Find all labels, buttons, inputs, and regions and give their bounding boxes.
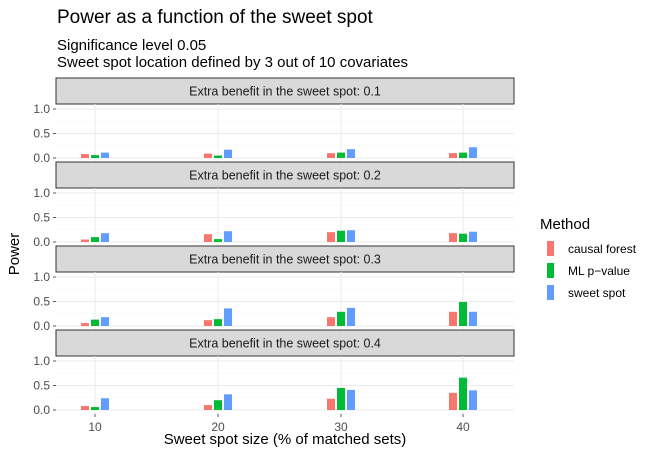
bar-ml-p-value-30 — [337, 387, 345, 410]
bar-causal-forest-30 — [327, 317, 335, 326]
y-tick-label: 0.0 — [33, 403, 50, 417]
y-tick-label: 1.0 — [33, 102, 50, 116]
facet-strip-label-3: Extra benefit in the sweet spot: 0.3 — [189, 253, 381, 267]
bar-causal-forest-10 — [81, 406, 89, 410]
x-axis-title: Sweet spot size (% of matched sets) — [164, 431, 407, 448]
y-tick-label: 0.5 — [33, 211, 50, 225]
bar-causal-forest-20 — [204, 153, 212, 158]
bar-sweet-spot-20 — [224, 394, 232, 410]
bar-sweet-spot-10 — [101, 317, 109, 326]
legend-key-1 — [547, 241, 554, 256]
facet-strip-3 — [55, 245, 515, 273]
bar-causal-forest-30 — [327, 232, 335, 242]
bar-sweet-spot-30 — [347, 149, 355, 158]
bar-causal-forest-10 — [81, 239, 89, 242]
bar-sweet-spot-30 — [347, 230, 355, 242]
facet-strip-label-4: Extra benefit in the sweet spot: 0.4 — [189, 337, 381, 351]
bar-sweet-spot-10 — [101, 233, 109, 242]
bar-ml-p-value-20 — [214, 155, 222, 158]
y-tick-label: 1.0 — [33, 270, 50, 284]
facet-panel-1: Extra benefit in the sweet spot: 0.1 0.0 0… — [33, 77, 515, 165]
y-tick-label: 0.5 — [33, 295, 50, 309]
y-axis-title: Power — [6, 233, 23, 276]
bar-causal-forest-20 — [204, 320, 212, 326]
legend-label-3: sweet spot — [568, 286, 626, 300]
facet-strip-label-1: Extra benefit in the sweet spot: 0.1 — [189, 85, 381, 99]
bar-ml-p-value-30 — [337, 230, 345, 242]
bar-sweet-spot-40 — [469, 311, 477, 326]
bar-ml-p-value-30 — [337, 152, 345, 158]
chart-subtitle-line-1: Significance level 0.05 — [57, 37, 206, 54]
bar-sweet-spot-20 — [224, 231, 232, 242]
facet-panel-4: Extra benefit in the sweet spot: 0.4 0.0 0… — [33, 329, 515, 417]
facet-strip-1 — [55, 77, 515, 105]
x-tick-label: 30 — [334, 420, 348, 434]
bar-causal-forest-40 — [449, 392, 457, 410]
bar-ml-p-value-10 — [91, 319, 99, 326]
bar-sweet-spot-30 — [347, 389, 355, 410]
bar-ml-p-value-40 — [459, 233, 467, 242]
bar-sweet-spot-10 — [101, 152, 109, 158]
y-tick-label: 1.0 — [33, 186, 50, 200]
x-tick-label: 40 — [456, 420, 470, 434]
bar-causal-forest-30 — [327, 398, 335, 410]
bar-causal-forest-40 — [449, 153, 457, 158]
bar-ml-p-value-20 — [214, 319, 222, 326]
bar-ml-p-value-40 — [459, 152, 467, 158]
x-tick-label: 10 — [88, 420, 102, 434]
chart-subtitle-line-2: Sweet spot location defined by 3 out of … — [57, 54, 408, 71]
bar-causal-forest-20 — [204, 405, 212, 410]
x-tick-label: 20 — [211, 420, 225, 434]
legend-label-1: causal forest — [568, 242, 637, 256]
bar-causal-forest-10 — [81, 154, 89, 158]
facet-panel-3: Extra benefit in the sweet spot: 0.3 0.0 0… — [33, 245, 515, 333]
bar-causal-forest-20 — [204, 234, 212, 242]
legend: Method causal forest ML p−value sweet spot — [540, 216, 637, 300]
chart-title: Power as a function of the sweet spot — [57, 7, 374, 28]
legend-title: Method — [540, 216, 590, 233]
legend-key-2 — [547, 263, 554, 278]
bar-sweet-spot-20 — [224, 149, 232, 158]
y-tick-label: 0.0 — [33, 151, 50, 165]
bar-ml-p-value-20 — [214, 239, 222, 242]
bar-sweet-spot-40 — [469, 231, 477, 242]
y-tick-label: 0.5 — [33, 379, 50, 393]
legend-label-2: ML p−value — [568, 264, 630, 278]
bar-sweet-spot-30 — [347, 307, 355, 326]
bar-ml-p-value-10 — [91, 407, 99, 410]
bar-causal-forest-40 — [449, 233, 457, 242]
bar-sweet-spot-20 — [224, 308, 232, 326]
bar-sweet-spot-10 — [101, 398, 109, 410]
facet-panels: Extra benefit in the sweet spot: 0.1 0.0 0… — [33, 77, 515, 417]
facet-strip-label-2: Extra benefit in the sweet spot: 0.2 — [189, 169, 381, 183]
bar-sweet-spot-40 — [469, 147, 477, 158]
bar-causal-forest-30 — [327, 153, 335, 158]
bar-ml-p-value-10 — [91, 237, 99, 242]
bar-ml-p-value-20 — [214, 400, 222, 410]
bar-causal-forest-40 — [449, 311, 457, 326]
bar-sweet-spot-40 — [469, 390, 477, 410]
facet-strip-4 — [55, 329, 515, 357]
facet-panel-2: Extra benefit in the sweet spot: 0.2 0.0 0… — [33, 161, 515, 249]
y-tick-label: 0.0 — [33, 319, 50, 333]
legend-key-3 — [547, 285, 554, 300]
y-tick-label: 0.5 — [33, 127, 50, 141]
bar-ml-p-value-40 — [459, 301, 467, 326]
y-tick-label: 1.0 — [33, 354, 50, 368]
facet-strip-2 — [55, 161, 515, 189]
bar-ml-p-value-10 — [91, 155, 99, 158]
bar-ml-p-value-40 — [459, 377, 467, 410]
bar-causal-forest-10 — [81, 323, 89, 326]
y-tick-label: 0.0 — [33, 235, 50, 249]
bar-ml-p-value-30 — [337, 311, 345, 326]
x-axis: 10 20 30 40 — [88, 414, 470, 434]
